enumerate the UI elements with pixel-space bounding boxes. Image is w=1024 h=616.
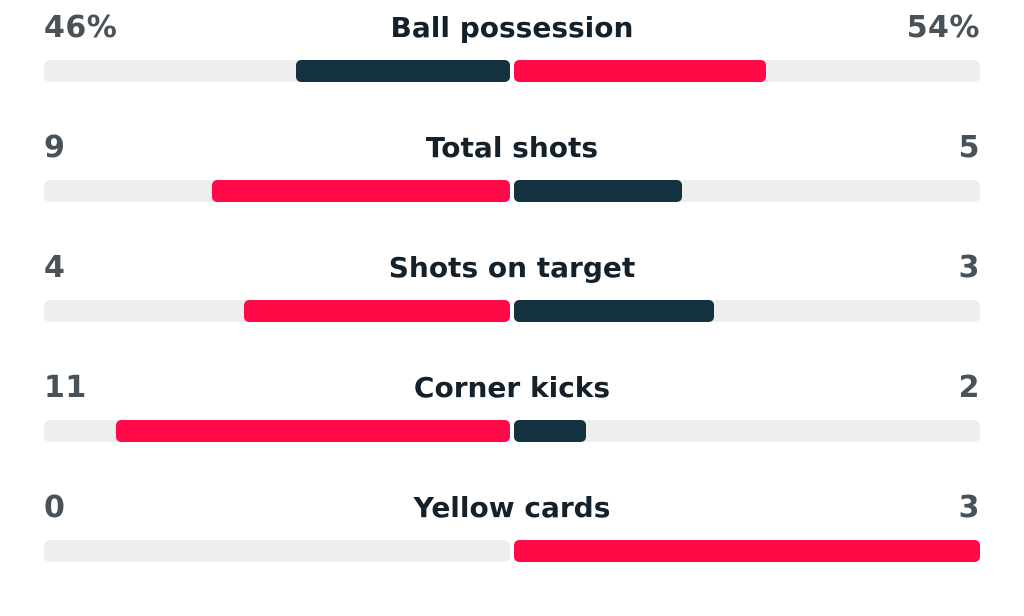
stat-label: Yellow cards — [413, 490, 611, 524]
comparison-bar — [44, 60, 980, 82]
away-bar-fill — [514, 300, 714, 322]
stat-label: Ball possession — [390, 10, 634, 44]
stat-row-yellow-cards: 0 Yellow cards 3 — [44, 484, 980, 574]
home-value: 11 — [44, 369, 87, 405]
away-bar-fill — [514, 420, 586, 442]
stat-row-corner-kicks: 11 Corner kicks 2 — [44, 364, 980, 454]
away-bar-track — [514, 420, 980, 442]
home-bar-fill — [212, 180, 510, 202]
away-value: 3 — [958, 489, 980, 525]
comparison-bar — [44, 180, 980, 202]
away-bar-track — [514, 180, 980, 202]
stat-row-total-shots: 9 Total shots 5 — [44, 124, 980, 214]
away-bar-fill — [514, 180, 682, 202]
home-value: 0 — [44, 489, 66, 525]
home-bar-track — [44, 300, 510, 322]
stat-header: 46% Ball possession 54% — [44, 4, 980, 50]
stat-label: Corner kicks — [413, 370, 611, 404]
stat-header: 9 Total shots 5 — [44, 124, 980, 170]
away-value: 5 — [958, 129, 980, 165]
home-value: 9 — [44, 129, 66, 165]
away-bar-track — [514, 60, 980, 82]
home-bar-track — [44, 420, 510, 442]
away-value: 2 — [958, 369, 980, 405]
away-bar-track — [514, 540, 980, 562]
home-value: 4 — [44, 249, 66, 285]
away-bar-fill — [514, 60, 766, 82]
stat-header: 11 Corner kicks 2 — [44, 364, 980, 410]
home-bar-track — [44, 180, 510, 202]
stat-header: 4 Shots on target 3 — [44, 244, 980, 290]
comparison-bar — [44, 420, 980, 442]
stat-label: Shots on target — [388, 250, 636, 284]
home-bar-track — [44, 540, 510, 562]
away-value: 3 — [958, 249, 980, 285]
stat-row-ball-possession: 46% Ball possession 54% — [44, 4, 980, 94]
stat-label: Total shots — [425, 130, 599, 164]
home-value: 46% — [44, 9, 118, 45]
away-bar-track — [514, 300, 980, 322]
home-bar-track — [44, 60, 510, 82]
home-bar-fill — [116, 420, 510, 442]
comparison-bar — [44, 540, 980, 562]
home-bar-fill — [244, 300, 510, 322]
away-bar-fill — [514, 540, 980, 562]
comparison-bar — [44, 300, 980, 322]
stat-header: 0 Yellow cards 3 — [44, 484, 980, 530]
stat-row-shots-on-target: 4 Shots on target 3 — [44, 244, 980, 334]
home-bar-fill — [296, 60, 510, 82]
away-value: 54% — [906, 9, 980, 45]
